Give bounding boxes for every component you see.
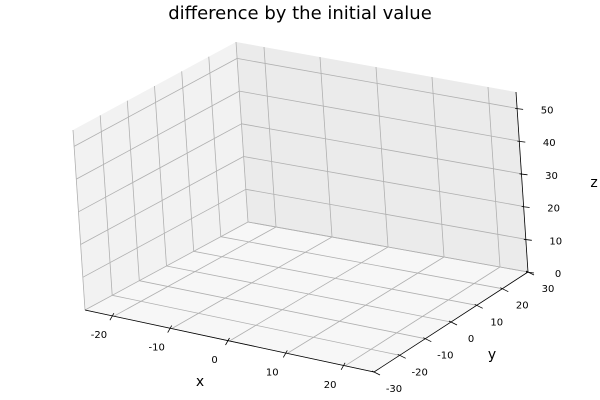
y-tick-4 [474,303,483,309]
back-gridline-x-4 [487,86,501,268]
left-gridline-z-5 [73,58,238,147]
back-gridline-z-3 [241,123,522,175]
y-tick-3 [448,320,458,326]
x-tick-0 [109,313,115,321]
y-tick-label-2: -10 [437,351,453,362]
z-tick-4 [517,140,526,143]
z-tick-3 [519,173,528,176]
back-gridline-z-5 [237,58,518,109]
z-tick-label-1: 10 [549,236,562,247]
y-tick-label-6: 30 [542,284,555,295]
z-tick-1 [523,238,532,241]
x-tick-label-0: -20 [91,330,107,341]
z-tick-0 [525,271,535,274]
grid-lines [72,41,529,373]
y-tick-6 [525,270,535,276]
x-tick-label-3: 10 [266,367,279,378]
x-tick-4 [340,362,346,370]
left-gridline-z-0 [84,221,249,311]
back-gridline-x-0 [263,46,277,228]
left-gridline-z-2 [80,156,244,245]
y-tick-label-4: 10 [490,317,503,328]
y-tick-2 [423,337,432,343]
left-gridline-y-6 [235,41,249,223]
z-tick-5 [515,108,524,110]
z-tick-label-4: 40 [543,138,556,149]
x-tick-label-1: -10 [149,343,165,354]
y-tick-label-3: 0 [468,334,474,345]
back-gridline-x-3 [431,76,445,258]
z-axis-line [515,91,529,273]
left-gridline-y-5 [208,56,222,237]
left-gridline-y-0 [72,129,86,311]
left-gridline-y-1 [99,115,113,296]
z-tick-label-0: 0 [555,269,561,280]
left-gridline-y-4 [181,71,195,252]
z-tick-label-3: 30 [545,171,558,182]
floor-pane [85,222,528,372]
x-tick-label-4: 20 [324,380,337,391]
back-gridline-z-2 [243,156,524,207]
left-gridline-z-1 [82,188,246,278]
left-gridline-y-2 [126,100,140,281]
chart-title: difference by the initial value [168,3,432,24]
y-tick-5 [500,287,509,293]
y-tick-label-1: -20 [412,367,428,378]
y-tick-label-5: 20 [516,301,529,312]
z-tick-label-2: 20 [547,204,560,215]
y-tick-0 [371,370,381,376]
tick-marks [109,108,535,376]
back-gridline-x-2 [375,66,389,248]
floor-gridline-y-3 [166,265,452,323]
x-tick-label-2: 0 [211,355,217,366]
y-tick-label-0: -30 [386,384,402,395]
z-tick-2 [521,206,530,208]
floor-gridline-y-1 [112,294,400,356]
floor-gridline-y-5 [220,236,503,290]
z-axis-label: z [590,175,597,191]
left-gridline-z-3 [78,123,242,213]
left-gridline-z-4 [76,90,240,180]
floor-gridline-y-2 [139,280,426,340]
x-axis-line [84,309,375,373]
x-axis-label: x [196,374,204,390]
x-tick-1 [167,325,173,333]
x-tick-3 [282,350,288,358]
z-tick-label-5: 50 [541,105,554,116]
back-gridline-z-1 [245,188,526,240]
y-tick-1 [397,353,406,359]
y-axis-label: y [488,347,496,363]
back-gridline-z-0 [247,221,529,273]
back-gridline-x-1 [319,56,333,238]
floor-gridline-y-4 [193,250,477,306]
left-gridline-y-3 [154,85,167,267]
x-tick-2 [225,337,230,346]
back-gridline-z-4 [239,90,520,142]
